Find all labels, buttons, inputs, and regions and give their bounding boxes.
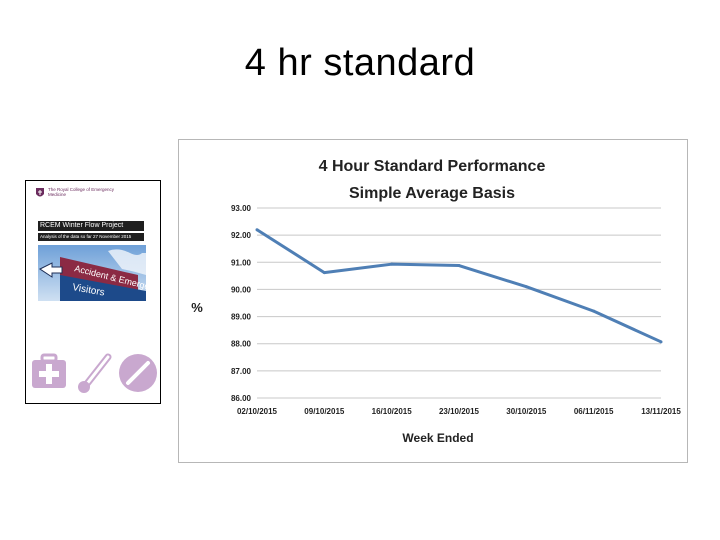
data-point [457, 264, 461, 268]
x-tick-label: 09/10/2015 [304, 407, 345, 416]
organization-name: The Royal College of Emergency Medicine [48, 187, 115, 197]
x-axis-ticks: 02/10/2015 09/10/2015 16/10/2015 23/10/2015… [237, 407, 681, 416]
y-axis-label: % [191, 300, 203, 315]
data-point [592, 309, 596, 313]
x-tick-label: 06/11/2015 [574, 407, 614, 416]
no-entry-icon [119, 354, 157, 392]
y-tick-label: 92.00 [231, 231, 252, 240]
thermometer-icon [78, 353, 112, 393]
grid [257, 207, 661, 399]
x-tick-label: 23/10/2015 [439, 407, 480, 416]
y-axis-ticks: 86.00 87.00 88.00 89.00 90.00 91.00 92.00 93.00 [231, 204, 252, 403]
report-cover-thumbnail: The Royal College of Emergency Medicine … [25, 180, 161, 404]
data-point [390, 262, 394, 266]
x-axis-label: Week Ended [402, 431, 473, 445]
x-tick-label: 13/11/2015 [641, 407, 681, 416]
chart-title: 4 Hour Standard Performance [319, 158, 546, 175]
x-tick-label: 30/10/2015 [506, 407, 547, 416]
line-chart: 4 Hour Standard Performance Simple Avera… [191, 158, 681, 445]
first-aid-kit-icon [32, 353, 66, 388]
y-tick-label: 89.00 [231, 313, 252, 322]
chart-subtitle: Simple Average Basis [349, 185, 515, 202]
slide-title: 4 hr standard [244, 42, 476, 84]
y-tick-label: 88.00 [231, 340, 252, 349]
y-tick-label: 87.00 [231, 367, 252, 376]
performance-chart: 4 Hour Standard Performance Simple Avera… [178, 139, 688, 463]
report-subtitle: Analysis of the data so far 27 November … [38, 233, 144, 241]
y-tick-label: 90.00 [231, 285, 252, 294]
college-logo-icon [36, 188, 44, 197]
data-point [255, 228, 259, 232]
y-tick-label: 86.00 [231, 394, 252, 403]
medical-icons [32, 353, 157, 393]
x-tick-label: 02/10/2015 [237, 407, 278, 416]
data-point [524, 285, 528, 289]
data-point [322, 271, 326, 275]
ae-sign-photo: Accident & Emergency Visitors [38, 245, 146, 301]
report-title: RCEM Winter Flow Project [38, 221, 144, 231]
y-tick-label: 91.00 [231, 258, 252, 267]
y-tick-label: 93.00 [231, 204, 252, 213]
x-tick-label: 16/10/2015 [372, 407, 413, 416]
series [255, 228, 663, 344]
series-line [256, 228, 662, 344]
data-point [659, 340, 663, 344]
